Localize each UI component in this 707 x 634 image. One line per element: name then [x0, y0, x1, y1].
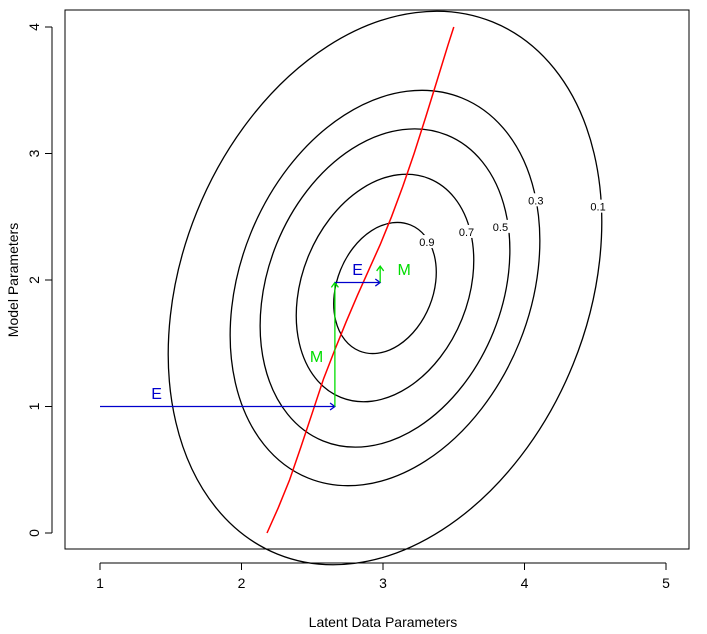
contour-0.9	[333, 221, 437, 355]
arrowhead-icon	[376, 264, 385, 272]
x-tick-label: 2	[238, 575, 246, 591]
y-tick-label: 4	[26, 23, 42, 31]
plot-area	[64, 9, 690, 550]
y-axis: 0 1 2 3 4	[26, 23, 53, 537]
contour-0.7	[295, 173, 475, 403]
contour-labels: 0.9 0.7 0.5 0.3 0.1	[415, 193, 610, 249]
x-tick-label: 4	[521, 575, 529, 591]
x-axis-label: Latent Data Parameters	[309, 614, 458, 630]
contour-label-bg	[587, 199, 610, 213]
x-tick-label: 5	[662, 575, 670, 591]
contour-0.1	[167, 10, 603, 566]
contour-label-bg	[455, 224, 478, 238]
contour-lines	[167, 10, 603, 566]
x-axis: 1 2 3 4 5	[96, 562, 670, 591]
contour-label: 0.3	[528, 195, 543, 207]
series-layer	[266, 26, 455, 534]
contour-0.5	[259, 128, 511, 448]
contour-label-bg	[524, 193, 547, 207]
step-label-e: E	[151, 386, 162, 403]
step-label-m: M	[398, 262, 411, 279]
contour-label-bg	[489, 219, 512, 233]
y-tick-label: 3	[26, 149, 42, 157]
y-tick-label: 0	[26, 529, 42, 537]
contour-label: 0.9	[419, 237, 434, 249]
y-tick-label: 2	[26, 276, 42, 284]
y-axis-label: Model Parameters	[5, 223, 21, 337]
contour-label: 0.1	[590, 202, 605, 214]
x-tick-label: 3	[379, 575, 387, 591]
contour-0.3	[229, 89, 541, 487]
contour-label: 0.7	[459, 227, 474, 239]
contour-label: 0.5	[493, 222, 508, 234]
em-steps: E M E M	[100, 262, 411, 411]
step-label-m: M	[310, 349, 323, 366]
y-tick-label: 1	[26, 402, 42, 410]
x-tick-label: 1	[96, 575, 104, 591]
series-line	[266, 26, 455, 534]
step-label-e: E	[352, 262, 363, 279]
contour-label-bg	[415, 235, 438, 249]
